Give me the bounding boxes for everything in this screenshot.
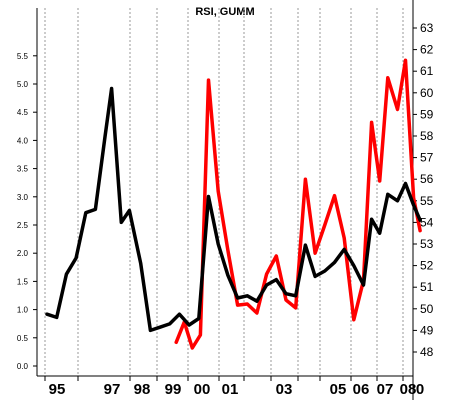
left-tick-label: 5.0 [17,80,29,89]
right-tick-label: 58 [420,129,434,143]
x-tick-label: 07 [377,381,394,398]
right-tick-label: 52 [420,259,434,273]
right-axis-ticks: 48 49 50 51 52 53 54 55 56 57 58 59 60 61 62 63 [413,21,434,359]
right-tick-label: 54 [420,215,434,229]
right-tick-label: 55 [420,194,434,208]
x-tick-label: 06 [353,381,370,398]
left-tick-label: 1.5 [17,277,29,286]
x-tick-label: 95 [49,381,66,398]
x-tick-label: 05 [330,381,347,398]
left-tick-label: 0.5 [17,334,29,343]
black-series-line [45,86,422,333]
right-tick-label: 56 [420,172,434,186]
x-tick-label: 98 [134,381,151,398]
x-tick-label: 99 [165,381,182,398]
series-lines [45,58,422,350]
left-tick-label: 4.5 [17,108,29,117]
x-tick-label: 97 [104,381,121,398]
right-tick-label: 53 [420,237,434,251]
left-tick-label: 4.0 [17,136,29,145]
x-tick-label: 00 [194,381,211,398]
chart-title: RSI, GUMM [195,6,254,18]
right-tick-label: 63 [420,21,434,35]
left-tick-label: 2.5 [17,221,29,230]
x-axis-ticks: 95 97 98 99 00 01 03 05 06 07 08 0 [44,376,424,398]
right-tick-label: 60 [420,86,434,100]
right-tick-label: 57 [420,151,434,165]
left-tick-label: 0.0 [17,362,29,371]
red-series-line [174,58,422,350]
right-tick-label: 61 [420,64,434,78]
left-tick-label: 2.0 [17,249,29,258]
axes [36,0,414,400]
left-axis-ticks: 0.0 0.5 1.0 1.5 2.0 2.5 3.0 3.5 4.0 4.5 5.0 5.5 [17,52,37,371]
right-tick-label: 62 [420,43,434,57]
right-tick-label: 49 [420,323,434,337]
left-tick-label: 1.0 [17,306,29,315]
right-tick-label: 48 [420,345,434,359]
x-tick-label: 01 [222,381,239,398]
x-tick-label: 08 [400,381,417,398]
x-tick-label: 0 [416,381,424,398]
right-tick-label: 50 [420,302,434,316]
left-tick-label: 3.0 [17,193,29,202]
x-tick-label: 03 [276,381,293,398]
left-tick-label: 5.5 [17,52,29,61]
left-tick-label: 3.5 [17,165,29,174]
right-tick-label: 51 [420,280,434,294]
right-tick-label: 59 [420,107,434,121]
